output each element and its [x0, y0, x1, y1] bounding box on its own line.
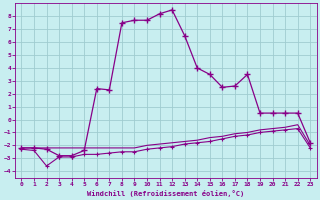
- X-axis label: Windchill (Refroidissement éolien,°C): Windchill (Refroidissement éolien,°C): [87, 190, 244, 197]
